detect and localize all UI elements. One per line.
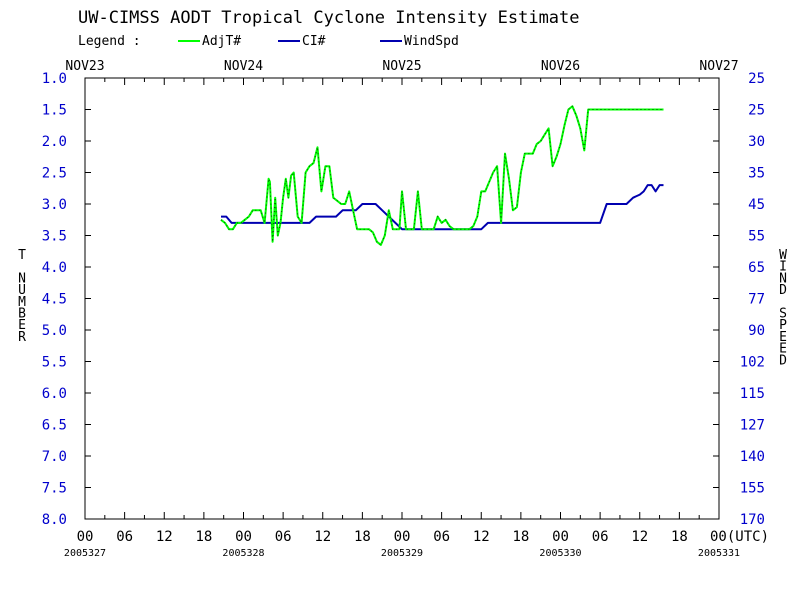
right-tick-label: 25: [748, 71, 765, 87]
legend-item-label: AdjT#: [202, 34, 241, 49]
hour-tick-label: 06: [592, 529, 609, 545]
series-line-adjt-: [220, 105, 664, 246]
top-date-label: NOV25: [382, 59, 421, 74]
date-tick-label: 2005328: [222, 548, 264, 559]
hour-tick-label: 18: [512, 529, 529, 545]
left-tick-label: 7.5: [42, 481, 67, 497]
date-tick-label: 2005331: [698, 548, 740, 559]
left-tick-label: 5.5: [42, 355, 67, 371]
right-tick-label: 90: [748, 323, 765, 339]
left-tick-label: 4.0: [42, 260, 67, 276]
left-axis-ticks: 1.0 1.5 2.0 2.5 3.0 3.5 4.0 4.5 5.0 5.5 6.0 6.5 7.0 7…: [42, 71, 91, 528]
hour-tick-label: 00: [552, 529, 569, 545]
right-tick-label: 170: [740, 512, 765, 528]
hour-tick-label: 00: [394, 529, 411, 545]
date-tick-label: 2005330: [539, 548, 581, 559]
date-tick-label: 2005329: [381, 548, 423, 559]
left-tick-label: 8.0: [42, 512, 67, 528]
left-tick-label: 2.0: [42, 134, 67, 150]
hour-tick-label: 18: [354, 529, 371, 545]
right-axis-ticks: 25 25 30 35 45 55 65 77 90 102 115 127 140 155 170: [713, 71, 765, 528]
left-tick-label: 5.0: [42, 323, 67, 339]
right-tick-label: 35: [748, 166, 765, 182]
left-tick-label: 3.5: [42, 229, 67, 245]
right-tick-label: 55: [748, 229, 765, 245]
top-date-label: NOV24: [224, 59, 263, 74]
legend-item-label: WindSpd: [404, 34, 459, 49]
right-tick-label: 45: [748, 197, 765, 213]
legend-item-label: CI#: [302, 34, 326, 49]
hour-tick-label: 00(UTC): [710, 529, 769, 545]
hour-tick-label: 06: [433, 529, 450, 545]
date-tick-label: 2005327: [64, 548, 106, 559]
hour-tick-label: 12: [631, 529, 648, 545]
chart-title: UW-CIMSS AODT Tropical Cyclone Intensity…: [78, 8, 580, 28]
hour-tick-label: 18: [195, 529, 212, 545]
series-line-ci-: [221, 184, 664, 231]
series-line-adjt-overlay: [220, 105, 664, 246]
top-date-label: NOV23: [65, 59, 104, 74]
top-date-labels: NOV23 NOV24 NOV25 NOV26 NOV27: [65, 59, 738, 74]
left-tick-label: 7.0: [42, 449, 67, 465]
left-tick-label: 6.0: [42, 386, 67, 402]
left-tick-label: 1.0: [42, 71, 67, 87]
hour-tick-label: 06: [116, 529, 133, 545]
hour-tick-label: 00: [77, 529, 94, 545]
left-tick-label: 2.5: [42, 166, 67, 182]
hour-tick-label: 12: [473, 529, 490, 545]
right-tick-label: 155: [740, 481, 765, 497]
series-layer: [220, 105, 664, 246]
left-tick-label: 6.5: [42, 418, 67, 434]
top-date-label: NOV27: [699, 59, 738, 74]
hour-tick-label: 00: [235, 529, 252, 545]
right-tick-label: 102: [740, 355, 765, 371]
right-tick-label: 127: [740, 418, 765, 434]
right-tick-label: 30: [748, 134, 765, 150]
hour-tick-label: 12: [156, 529, 173, 545]
hour-tick-label: 12: [314, 529, 331, 545]
left-tick-label: 4.5: [42, 292, 67, 308]
bottom-axis-ticks: 00 06 12 18 00 06 12 18 00 06 12 18 00 06 12 18 00(UTC) 2…: [64, 78, 769, 559]
top-date-label: NOV26: [541, 59, 580, 74]
right-tick-label: 115: [740, 386, 765, 402]
plot-frame: [84, 77, 720, 520]
left-tick-label: 1.5: [42, 103, 67, 119]
right-tick-label: 65: [748, 260, 765, 276]
legend: Legend : AdjT# CI# WindSpd: [78, 34, 459, 49]
hour-tick-label: 18: [671, 529, 688, 545]
left-tick-label: 3.0: [42, 197, 67, 213]
right-tick-label: 77: [748, 292, 765, 308]
right-tick-label: 140: [740, 449, 765, 465]
right-tick-label: 25: [748, 103, 765, 119]
legend-label: Legend :: [78, 34, 141, 49]
hour-tick-label: 06: [275, 529, 292, 545]
